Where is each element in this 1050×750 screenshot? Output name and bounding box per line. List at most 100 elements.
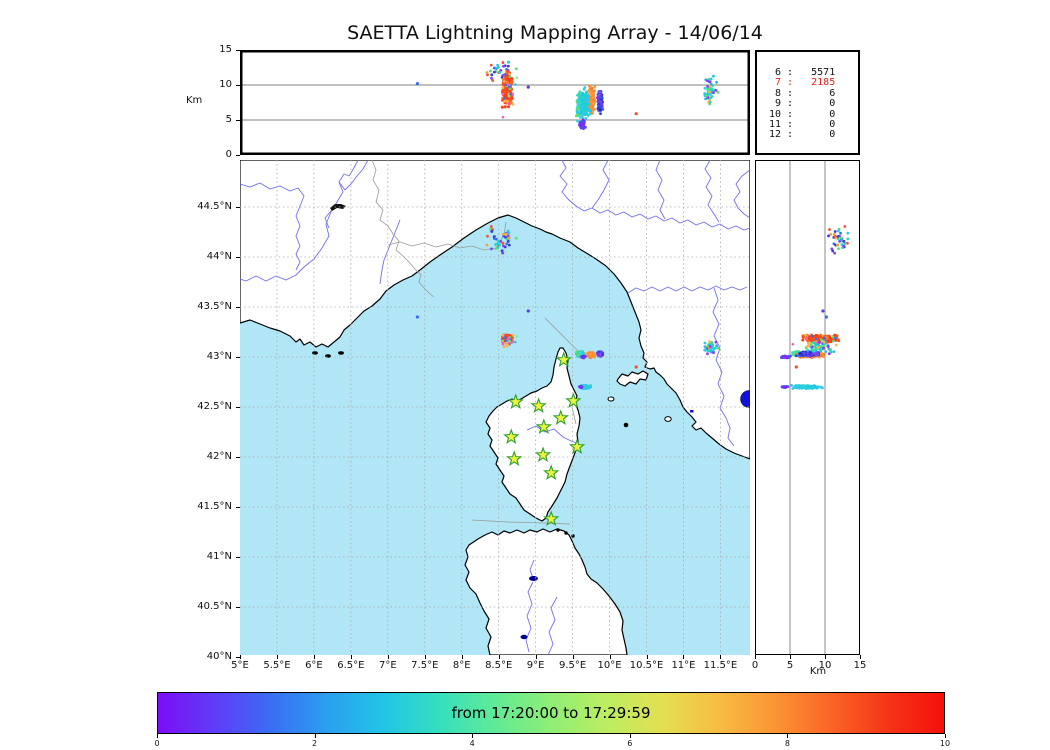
colorbar-tick-label: 2 <box>312 739 318 748</box>
alt-tick-label: 5 <box>225 114 232 125</box>
colorbar-tick-label: 10 <box>939 739 951 748</box>
lon-tick-label: 5°E <box>231 660 249 671</box>
alt-tick-label: 15 <box>219 44 232 55</box>
station-star <box>534 446 552 462</box>
source-count-panel: 6 : 5571 7 : 2185 8 : 6 9 : 0 10 : 0 11 : … <box>755 50 860 155</box>
lon-tick-label: 10.5°E <box>629 660 664 671</box>
right-panel-xlabel: Km <box>809 666 827 677</box>
axis-tickmark <box>236 257 240 258</box>
lat-tick-label: 44°N <box>206 251 232 262</box>
lat-tick-label: 42.5°N <box>197 401 232 412</box>
station-star <box>555 351 572 367</box>
station-count-row: 9 : 0 <box>769 98 836 110</box>
axis-tickmark <box>609 655 611 659</box>
axis-tickmark <box>236 357 240 358</box>
lat-tick-label: 43°N <box>206 351 232 362</box>
colorbar-tick-label: 0 <box>154 739 160 748</box>
right-panel-gridlines <box>789 161 826 654</box>
axis-tickmark <box>572 655 574 659</box>
axis-tickmark <box>313 655 315 659</box>
lon-tick-label: 9°E <box>526 660 545 671</box>
lon-tick-label: 5.5°E <box>263 660 291 671</box>
lat-tick-label: 43.5°N <box>197 301 232 312</box>
station-count-row: 10 : 0 <box>769 108 836 120</box>
station-star <box>535 418 552 434</box>
colorbar-tick-label: 8 <box>784 739 790 748</box>
lon-tick-label: 8.5°E <box>485 660 513 671</box>
map-panel <box>240 160 750 655</box>
axis-tickmark <box>646 655 648 659</box>
station-star <box>568 438 586 454</box>
map-graticule <box>240 160 750 655</box>
lat-tick-label: 44.5°N <box>197 201 232 212</box>
lon-tick-label: 6.5°E <box>337 660 365 671</box>
axis-tickmark <box>535 655 537 659</box>
colorbar-tickmark <box>787 734 789 738</box>
axis-tickmark <box>236 557 240 558</box>
axis-tickmark <box>498 655 500 659</box>
top-panel-gridlines <box>242 84 748 121</box>
lon-tick-label: 7°E <box>378 660 397 671</box>
lma-stations <box>503 351 586 526</box>
lon-tick-label: 11°E <box>671 660 696 671</box>
station-star <box>543 510 560 526</box>
alt-tick-label: 0 <box>751 660 759 671</box>
axis-tickmark <box>236 85 240 86</box>
lightning-dots-map <box>415 225 720 390</box>
lat-tick-label: 40°N <box>206 651 232 662</box>
alt-tick-label: 0 <box>225 149 232 160</box>
coastlines <box>240 160 750 655</box>
axis-tickmark <box>276 655 278 659</box>
lon-tick-label: 7.5°E <box>411 660 439 671</box>
country-borders <box>371 160 584 525</box>
axis-tickmark <box>236 457 240 458</box>
axis-tickmark <box>236 50 240 51</box>
lakes <box>330 204 750 640</box>
colorbar-tickmark <box>314 734 316 738</box>
altitude-latitude-plot <box>755 160 860 655</box>
lon-tick-label: 9.5°E <box>558 660 587 671</box>
lon-tick-label: 6°E <box>305 660 323 671</box>
axis-tickmark <box>424 655 426 659</box>
lightning-dots-top <box>415 60 720 131</box>
station-star <box>506 450 523 466</box>
station-star <box>507 393 524 409</box>
axis-tickmark <box>387 655 389 659</box>
alt-tick-label: 5 <box>786 660 794 671</box>
station-star <box>503 428 520 444</box>
altitude-longitude-plot <box>240 50 750 155</box>
station-count-row: 11 : 0 <box>769 119 836 131</box>
axis-tickmark <box>755 655 756 659</box>
axis-tickmark <box>461 655 463 659</box>
axis-tickmark <box>236 307 240 308</box>
station-count-row: 8 : 6 <box>769 87 836 99</box>
lon-tick-label: 11.5°E <box>703 660 738 671</box>
axis-tickmark <box>825 655 826 659</box>
station-star <box>543 464 560 480</box>
axis-tickmark <box>683 655 685 659</box>
time-colorbar: from 17:20:00 to 17:29:59 <box>157 692 945 734</box>
axis-tickmark <box>236 507 240 508</box>
axis-tickmark <box>236 407 240 408</box>
axis-tickmark <box>240 655 241 659</box>
axis-tickmark <box>236 207 240 208</box>
alt-tick-label: 15 <box>853 660 867 671</box>
colorbar-tickmark <box>472 734 474 738</box>
station-count-row: 12 : 0 <box>769 129 836 141</box>
axis-tickmark <box>720 655 722 659</box>
lat-tick-label: 41°N <box>206 551 232 562</box>
colorbar-tick-label: 6 <box>627 739 633 748</box>
lon-tick-label: 10°E <box>597 660 622 671</box>
axis-tickmark <box>236 607 240 608</box>
alt-tick-label: 10 <box>818 660 832 671</box>
station-star <box>565 392 582 408</box>
axis-tickmark <box>236 120 240 121</box>
colorbar-tickmark <box>157 734 158 738</box>
station-count-row: 7 : 2185 <box>769 77 836 89</box>
time-window-label: from 17:20:00 to 17:29:59 <box>451 704 651 722</box>
rivers <box>240 160 750 655</box>
axis-tickmark <box>350 655 352 659</box>
axis-tickmark <box>860 655 861 659</box>
lightning-dots-right <box>779 225 850 390</box>
colorbar-tickmark <box>629 734 631 738</box>
